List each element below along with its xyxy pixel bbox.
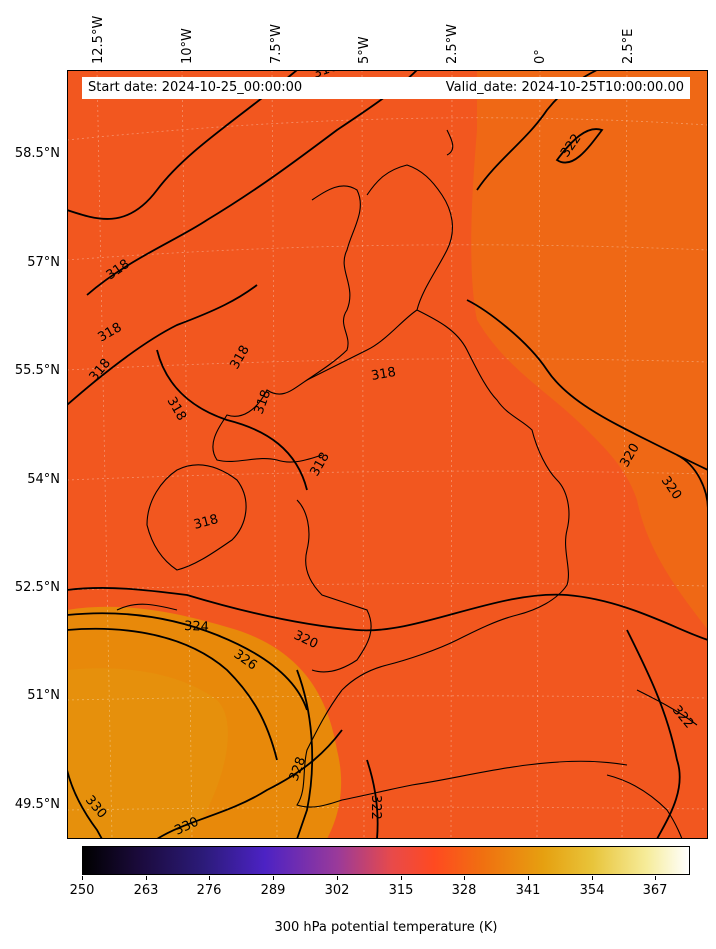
field-southwest-core <box>67 668 228 839</box>
colorbar-tick <box>82 876 83 880</box>
latitude-label: 49.5°N <box>14 797 60 812</box>
contour-label: 318 <box>192 512 220 533</box>
longitude-label: 0° <box>533 49 548 64</box>
map-border <box>67 70 708 839</box>
field-northeast-warm <box>471 70 708 630</box>
colorbar <box>82 846 690 875</box>
latitude-label: 54°N <box>27 472 60 487</box>
latitude-label: 55.5°N <box>14 363 60 378</box>
colorbar-tick <box>592 876 593 880</box>
latitude-label: 57°N <box>27 255 60 270</box>
graticule <box>67 70 708 839</box>
colorbar-tick <box>401 876 402 880</box>
colorbar-tick-label: 315 <box>388 883 414 898</box>
colorbar-tick-label: 263 <box>133 883 159 898</box>
latitude-label: 51°N <box>27 688 60 703</box>
colorbar-tick <box>273 876 274 880</box>
colorbar-tick-label: 302 <box>324 883 350 898</box>
contour-label: 316 <box>311 70 339 82</box>
longitude-label: 5°W <box>357 36 372 64</box>
colorbar-tick-label: 341 <box>515 883 541 898</box>
colorbar-title: 300 hPa potential temperature (K) <box>274 920 498 935</box>
longitude-label: 7.5°W <box>269 23 284 64</box>
colorbar-tick <box>655 876 656 880</box>
longitude-label: 10°W <box>180 28 195 64</box>
contour-label: 318 <box>370 365 397 384</box>
potential-temperature-map: 316 322 318 318 318 318 318 318 318 318 … <box>67 70 708 839</box>
latitude-label: 52.5°N <box>14 580 60 595</box>
contour-label: 322 <box>368 795 383 820</box>
colorbar-tick <box>464 876 465 880</box>
colorbar-tick-label: 250 <box>69 883 95 898</box>
valid-date-text: Valid_date: 2024-10-25T10:00:00.00 <box>445 80 684 95</box>
colorbar-tick-label: 367 <box>642 883 668 898</box>
coastlines <box>116 129 698 839</box>
contour-label: 324 <box>184 619 209 635</box>
colorbar-tick <box>209 876 210 880</box>
map-panel: 316 322 318 318 318 318 318 318 318 318 … <box>67 70 708 839</box>
latitude-label: 58.5°N <box>14 146 60 161</box>
colorbar-tick-label: 276 <box>196 883 222 898</box>
start-date-text: Start date: 2024-10-25_00:00:00 <box>88 80 303 95</box>
colorbar-tick-label: 328 <box>451 883 477 898</box>
colorbar-tick-label: 354 <box>579 883 605 898</box>
longitude-label: 2.5°E <box>621 28 636 64</box>
colorbar-tick <box>146 876 147 880</box>
longitude-label: 2.5°W <box>445 23 460 64</box>
colorbar-tick-label: 289 <box>260 883 286 898</box>
longitude-label: 12.5°W <box>91 15 106 64</box>
colorbar-tick <box>528 876 529 880</box>
date-info-box: Start date: 2024-10-25_00:00:00 Valid_da… <box>82 77 690 99</box>
colorbar-tick <box>337 876 338 880</box>
